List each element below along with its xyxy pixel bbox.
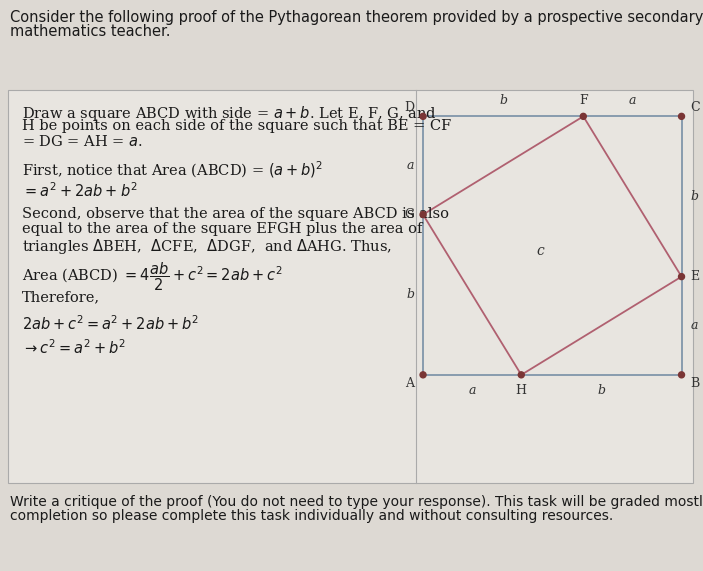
Text: First, notice that Area (ABCD) = $(a + b)^2$: First, notice that Area (ABCD) = $(a + b… bbox=[22, 159, 323, 180]
Text: b: b bbox=[598, 384, 605, 397]
Text: E: E bbox=[690, 270, 699, 283]
FancyBboxPatch shape bbox=[8, 90, 693, 483]
Text: Therefore,: Therefore, bbox=[22, 290, 100, 304]
Circle shape bbox=[420, 212, 426, 218]
Circle shape bbox=[678, 114, 685, 119]
Text: a: a bbox=[628, 94, 636, 107]
Text: $\rightarrow c^2 = a^2 + b^2$: $\rightarrow c^2 = a^2 + b^2$ bbox=[22, 338, 126, 357]
Text: Draw a square ABCD with side = $a + b$. Let E, F, G, and: Draw a square ABCD with side = $a + b$. … bbox=[22, 104, 437, 123]
Circle shape bbox=[678, 274, 685, 280]
Text: H be points on each side of the square such that BE = CF: H be points on each side of the square s… bbox=[22, 119, 451, 133]
Text: H: H bbox=[516, 384, 527, 397]
Circle shape bbox=[518, 372, 524, 378]
Text: Write a critique of the proof (You do not need to type your response). This task: Write a critique of the proof (You do no… bbox=[10, 495, 703, 509]
Text: b: b bbox=[499, 94, 507, 107]
Text: D: D bbox=[404, 102, 414, 114]
Text: Second, observe that the area of the square ABCD is also: Second, observe that the area of the squ… bbox=[22, 207, 449, 221]
Text: a: a bbox=[468, 384, 476, 397]
Circle shape bbox=[678, 372, 685, 378]
Text: b: b bbox=[690, 190, 699, 203]
Circle shape bbox=[580, 114, 586, 119]
Text: Consider the following proof of the Pythagorean theorem provided by a prospectiv: Consider the following proof of the Pyth… bbox=[10, 10, 703, 25]
Text: Area (ABCD) $= 4\dfrac{ab}{2} + c^2 = 2ab + c^2$: Area (ABCD) $= 4\dfrac{ab}{2} + c^2 = 2a… bbox=[22, 260, 283, 292]
Text: = DG = AH = $a$.: = DG = AH = $a$. bbox=[22, 134, 143, 149]
Text: triangles $\Delta$BEH,  $\Delta$CFE,  $\Delta$DGF,  and $\Delta$AHG. Thus,: triangles $\Delta$BEH, $\Delta$CFE, $\De… bbox=[22, 237, 392, 256]
Text: B: B bbox=[690, 377, 699, 390]
Circle shape bbox=[420, 372, 426, 378]
Text: equal to the area of the square EFGH plus the area of: equal to the area of the square EFGH plu… bbox=[22, 222, 423, 236]
Text: $2ab + c^2 = a^2 + 2ab + b^2$: $2ab + c^2 = a^2 + 2ab + b^2$ bbox=[22, 314, 199, 333]
Text: mathematics teacher.: mathematics teacher. bbox=[10, 24, 171, 39]
Text: b: b bbox=[406, 288, 414, 301]
Text: completion so please complete this task individually and without consulting reso: completion so please complete this task … bbox=[10, 509, 613, 523]
Text: G: G bbox=[404, 208, 414, 221]
Text: A: A bbox=[405, 377, 414, 390]
Text: c: c bbox=[536, 244, 544, 258]
Text: a: a bbox=[690, 319, 698, 332]
Circle shape bbox=[420, 114, 426, 119]
Text: F: F bbox=[579, 94, 588, 107]
Text: C: C bbox=[690, 102, 700, 114]
Text: a: a bbox=[406, 159, 414, 172]
Text: $= a^2 + 2ab + b^2$: $= a^2 + 2ab + b^2$ bbox=[22, 181, 138, 200]
